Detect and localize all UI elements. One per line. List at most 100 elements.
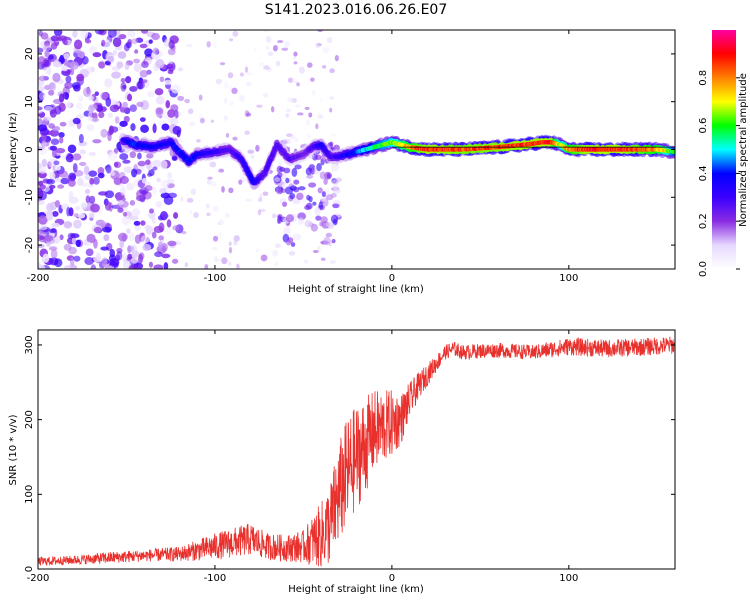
spectrogram-noise-blob: [282, 201, 288, 207]
spectrogram-noise-blob: [122, 211, 128, 217]
spectrogram-noise-blob: [304, 106, 310, 110]
spectrogram-noise-blob: [133, 220, 141, 226]
spectrogram-noise-blob: [39, 184, 46, 190]
spectrogram-noise-blob: [193, 212, 199, 219]
spectrogram-noise-blob: [130, 257, 139, 264]
spectrogram-noise-blob: [63, 53, 70, 60]
spectrogram-noise-blob: [64, 81, 73, 89]
spectrogram-noise-blob: [128, 232, 135, 242]
spectrogram-noise-blob: [187, 108, 194, 115]
spectrogram-y-tick-label: 10: [24, 95, 35, 108]
spectrogram-noise-blob: [140, 235, 150, 244]
spectrogram-noise-blob: [289, 185, 297, 191]
spectrogram-noise-blob: [168, 39, 175, 50]
spectrogram-noise-blob: [330, 214, 339, 224]
spectrogram-noise-blob: [140, 220, 146, 226]
spectrogram-noise-blob: [293, 56, 297, 60]
colorbar-tick-label: 0.0: [698, 261, 709, 277]
spectrogram-noise-blob: [59, 121, 67, 127]
spectrogram-noise-blob: [292, 233, 302, 241]
spectrogram-noise-blob: [119, 153, 129, 161]
spectrogram-noise-blob: [125, 76, 132, 84]
spectrogram-noise-blob: [73, 39, 83, 50]
spectrogram-noise-blob: [304, 205, 311, 211]
spectrogram-noise-blob: [228, 38, 234, 42]
spectrogram-noise-blob: [144, 48, 154, 57]
spectrogram-ridge-core: [672, 149, 675, 155]
spectrogram-noise-blob: [166, 219, 172, 228]
spectrogram-noise-blob: [326, 37, 333, 44]
snr-x-tick-label: 0: [389, 573, 395, 584]
spectrogram-noise-blob: [257, 209, 262, 216]
spectrogram-noise-blob: [69, 61, 79, 70]
spectrogram-noise-blob: [38, 243, 45, 248]
spectrogram-noise-blob: [141, 177, 147, 184]
spectrogram-noise-blob: [171, 258, 179, 264]
spectrogram-noise-blob: [315, 215, 322, 221]
spectrogram-noise-blob: [157, 241, 164, 250]
spectrogram-noise-blob: [265, 45, 270, 51]
spectrogram-noise-blob: [128, 264, 137, 269]
spectrogram-noise-blob: [277, 172, 283, 178]
snr-y-axis-label: SNR (10 * v/v): [8, 414, 19, 485]
spectrogram-noise-blob: [80, 182, 91, 187]
spectrogram-noise-blob: [228, 241, 232, 246]
spectrogram-noise-blob: [290, 242, 296, 247]
colorbar-gradient: [712, 30, 736, 269]
spectrogram-noise-blob: [80, 30, 89, 39]
spectrogram-noise-blob: [285, 214, 295, 223]
spectrogram-noise-blob: [46, 178, 56, 185]
spectrogram-noise-blob: [51, 211, 59, 217]
spectrogram-noise-blob: [120, 185, 126, 196]
spectrogram-noise-blob: [40, 32, 49, 40]
spectrogram-noise-blob: [267, 51, 274, 57]
spectrogram-noise-blob: [323, 236, 331, 246]
spectrogram-noise-blob: [151, 32, 160, 41]
spectrogram-noise-blob: [38, 264, 46, 269]
spectrogram-noise-blob: [142, 243, 152, 252]
spectrogram-noise-blob: [54, 165, 61, 171]
spectrogram-noise-blob: [152, 186, 157, 195]
spectrogram-noise-blob: [139, 69, 149, 78]
spectrogram-noise-blob: [223, 81, 229, 89]
spectrogram-noise-blob: [116, 196, 126, 202]
spectrogram-noise-blob: [247, 149, 255, 154]
spectrogram-noise-blob: [322, 46, 330, 54]
spectrogram-noise-blob: [223, 97, 228, 105]
spectrogram-noise-blob: [307, 134, 311, 140]
spectrogram-noise-blob: [38, 124, 48, 132]
spectrogram-noise-blob: [38, 190, 43, 199]
snr-x-tick-label: -100: [204, 573, 227, 584]
spectrogram-noise-blob: [158, 222, 165, 233]
spectrogram-noise-blob: [331, 133, 337, 137]
spectrogram-noise-blob: [38, 142, 42, 147]
spectrogram-noise-blob: [297, 112, 304, 116]
spectrogram-y-tick-label: -10: [24, 189, 35, 205]
spectrogram-noise-blob: [144, 185, 153, 192]
spectrogram-noise-blob: [317, 187, 323, 194]
spectrogram-noise-blob: [88, 151, 97, 156]
spectrogram-noise-blob: [134, 234, 141, 244]
spectrogram-noise-blob: [167, 109, 176, 118]
spectrogram-noise-blob: [210, 119, 215, 123]
spectrogram-noise-blob: [303, 259, 308, 264]
spectrogram-noise-blob: [47, 54, 54, 60]
spectrogram-noise-blob: [236, 263, 240, 269]
spectrogram-noise-blob: [58, 170, 69, 178]
spectrogram-noise-blob: [282, 138, 291, 145]
spectrogram-noise-blob: [131, 208, 141, 217]
spectrogram-noise-blob: [88, 46, 98, 55]
spectrogram-noise-blob: [80, 202, 88, 210]
spectrogram-noise-blob: [293, 179, 300, 185]
spectrogram-noise-blob: [306, 62, 313, 68]
spectrogram-noise-blob: [288, 251, 296, 256]
spectrogram-noise-blob: [198, 94, 203, 101]
spectrogram-noise-blob: [177, 67, 183, 72]
spectrogram-noise-blob: [63, 39, 68, 45]
spectrogram-noise-blob: [93, 238, 98, 249]
spectrogram-noise-blob: [325, 222, 333, 228]
spectrogram-noise-blob: [50, 249, 58, 259]
spectrogram-noise-blob: [65, 154, 74, 163]
spectrogram-noise-blob: [84, 175, 91, 180]
spectrogram-noise-blob: [321, 197, 327, 202]
